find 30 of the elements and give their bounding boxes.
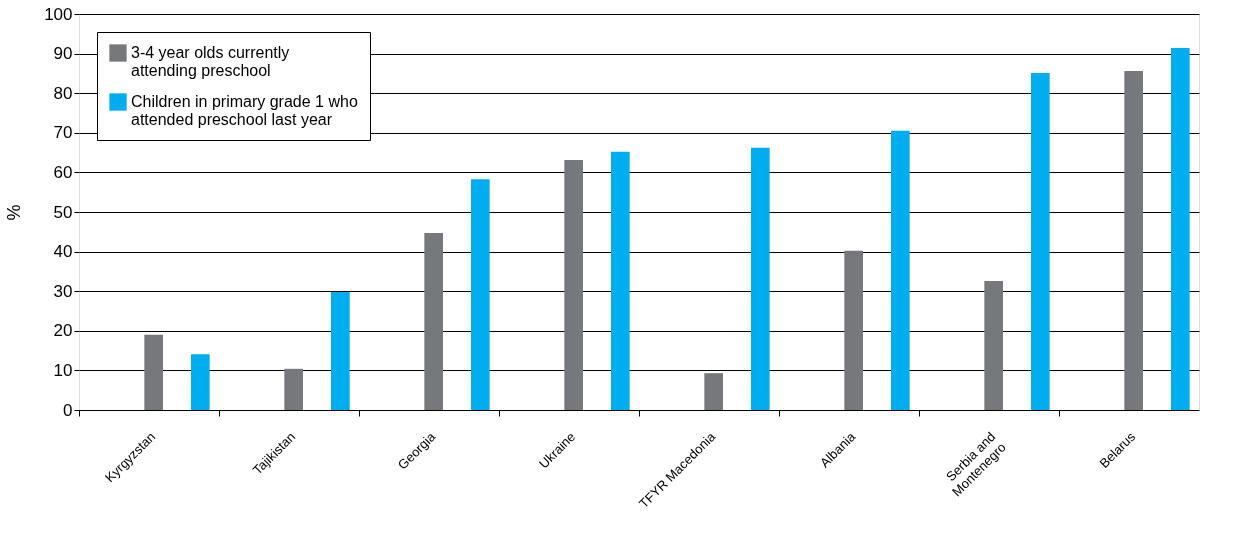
bar xyxy=(751,147,770,410)
bar xyxy=(844,250,863,410)
bar xyxy=(564,160,583,410)
bar xyxy=(471,179,490,410)
y-tick-label: 80 xyxy=(53,83,73,103)
bar xyxy=(424,232,443,410)
bar xyxy=(984,280,1003,410)
bar xyxy=(1171,48,1190,410)
y-tick-label: 40 xyxy=(53,242,73,262)
y-tick-label: 60 xyxy=(53,162,73,182)
bar xyxy=(331,291,350,410)
y-tick-label: 10 xyxy=(53,360,73,380)
y-tick-label: 0 xyxy=(63,400,73,420)
bar xyxy=(611,151,630,410)
bar xyxy=(284,368,303,410)
legend-label: 3-4 year olds currently attending preschool xyxy=(131,44,290,79)
y-tick-label: 30 xyxy=(53,281,73,301)
y-axis-title: % xyxy=(4,204,25,221)
y-tick-label: 70 xyxy=(53,123,73,143)
bar xyxy=(1124,71,1143,410)
y-tick-label: 100 xyxy=(44,4,73,24)
y-tick-label: 50 xyxy=(53,202,73,222)
legend-label: Children in primary grade 1 who attended preschool last year xyxy=(131,93,358,128)
bar xyxy=(891,130,910,410)
bar xyxy=(704,373,723,410)
y-tick-label: 20 xyxy=(53,321,73,341)
bar xyxy=(191,354,210,410)
bar xyxy=(144,334,163,410)
bar xyxy=(1031,73,1050,410)
y-tick-label: 90 xyxy=(53,44,73,64)
